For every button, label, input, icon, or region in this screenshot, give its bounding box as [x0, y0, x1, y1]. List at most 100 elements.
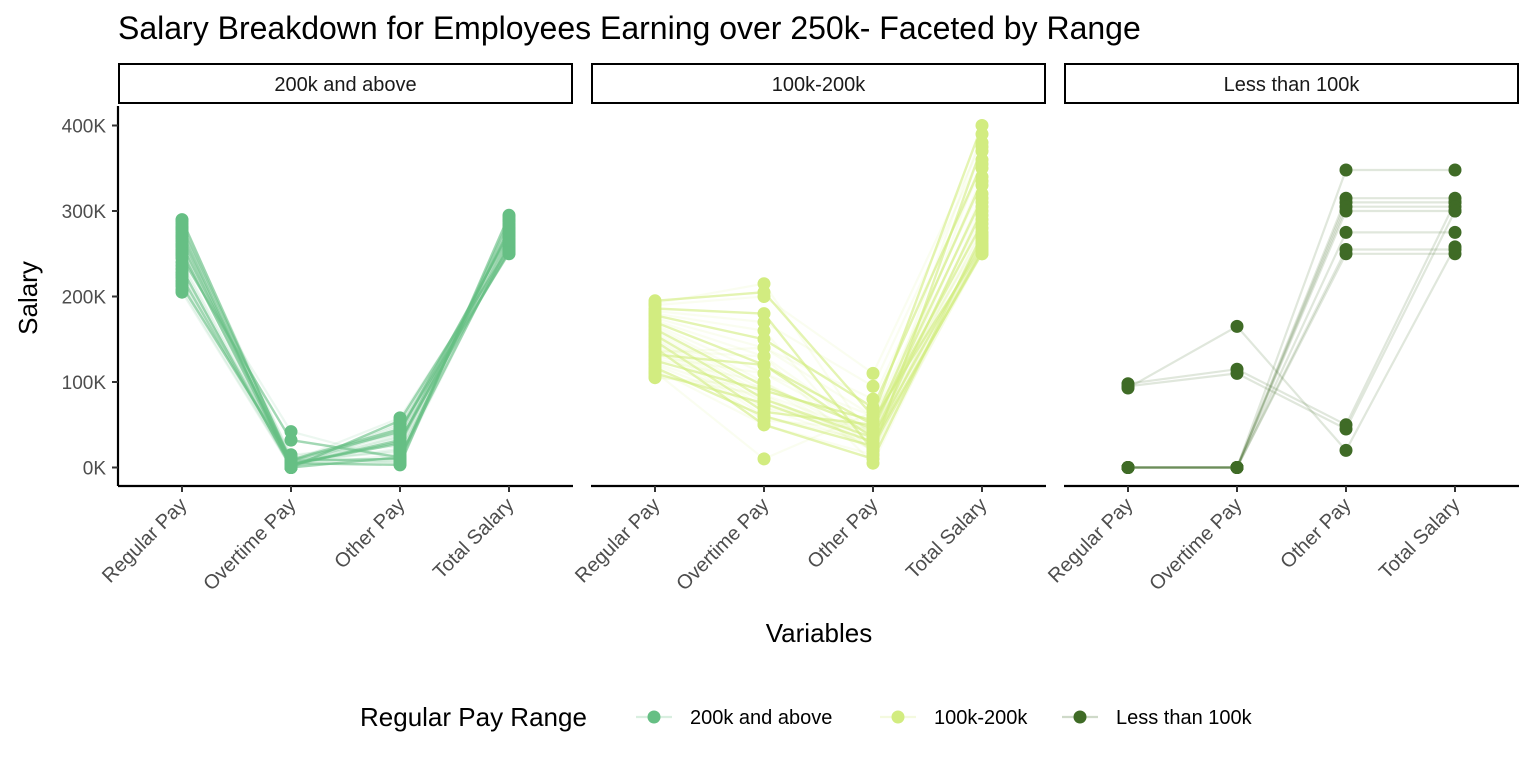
y-tick-label: 400K: [62, 117, 107, 138]
series-line: [654, 246, 984, 422]
data-point: [502, 247, 516, 261]
data-point: [175, 285, 189, 299]
y-tick-label: 100K: [62, 373, 107, 394]
data-point: [1339, 204, 1353, 218]
legend-key: [636, 710, 672, 724]
series-line: [654, 163, 984, 410]
facet-strip-label: 100k-200k: [772, 74, 866, 96]
facet-strip: [1064, 63, 1519, 104]
series-line: [1128, 201, 1455, 469]
legend-point: [891, 710, 905, 724]
data-point: [866, 443, 880, 457]
legend: Regular Pay Range 200k and above 100k-200…: [360, 702, 1253, 732]
series-line: [654, 250, 983, 456]
facet-panel: Less than 100k Regular Pay Overtime Pay Oth…: [1044, 63, 1519, 595]
x-tick-label: Other Pay: [1276, 494, 1355, 573]
data-point: [1230, 461, 1244, 474]
x-tick-label: Total Salary: [1375, 494, 1464, 583]
facet-strip: [591, 63, 1046, 104]
data-point: [284, 433, 298, 447]
data-point: [1448, 243, 1462, 256]
series-lines: [180, 214, 511, 470]
data-point: [393, 423, 407, 437]
series-line: [654, 146, 984, 453]
data-point: [648, 371, 662, 385]
data-point: [757, 379, 771, 393]
series-line: [654, 231, 983, 431]
data-point: [866, 405, 880, 419]
data-point: [866, 379, 880, 393]
legend-label: Less than 100k: [1116, 707, 1253, 729]
data-point: [866, 426, 880, 440]
series-line: [1128, 252, 1455, 469]
legend-point: [647, 710, 661, 724]
data-point: [1230, 319, 1244, 333]
legend-title: Regular Pay Range: [360, 702, 587, 732]
x-tick-label: Overtime Pay: [672, 494, 773, 595]
data-point: [284, 461, 298, 474]
series-line: [1127, 201, 1456, 427]
series-line: [654, 159, 984, 457]
series-line: [654, 193, 984, 444]
facet-panel: 100k-200k Regular Pay Overtime Pay Other Pa…: [571, 63, 1046, 595]
legend-key: [880, 710, 916, 724]
data-point: [1448, 225, 1462, 239]
data-point: [1448, 163, 1462, 177]
series-points: [1121, 163, 1462, 474]
legend-key: [1062, 710, 1098, 724]
data-point: [866, 366, 880, 380]
y-tick-label: 300K: [62, 202, 107, 223]
series-line: [654, 240, 984, 440]
series-lines: [1127, 168, 1456, 469]
data-point: [1121, 381, 1135, 395]
data-point: [757, 277, 771, 291]
x-tick-label: Other Pay: [330, 494, 409, 573]
series-line: [1128, 231, 1455, 469]
series-lines: [654, 125, 984, 466]
series-line: [180, 242, 511, 459]
x-tick-label: Total Salary: [902, 494, 991, 583]
facet-strip-label: 200k and above: [274, 74, 416, 96]
x-tick-label: Other Pay: [803, 494, 882, 573]
data-point: [1230, 366, 1244, 380]
series-line: [654, 197, 984, 431]
facet-strip-label: Less than 100k: [1224, 74, 1361, 96]
series-line: [1127, 246, 1456, 453]
x-tick-label: Overtime Pay: [199, 494, 300, 595]
series-line: [1128, 197, 1455, 469]
y-tick-label: 200K: [62, 288, 107, 309]
x-tick-label: Regular Pay: [1044, 494, 1137, 587]
data-point: [1339, 163, 1353, 177]
legend-point: [1073, 710, 1087, 724]
data-point: [757, 452, 771, 466]
x-axis-title: Variables: [766, 618, 872, 648]
facet-strip: [118, 63, 573, 104]
legend-label: 100k-200k: [934, 707, 1028, 729]
series-points: [175, 208, 516, 474]
data-point: [975, 247, 989, 261]
data-point: [1339, 225, 1353, 239]
legend-label: 200k and above: [690, 707, 832, 729]
x-tick-label: Regular Pay: [98, 494, 191, 587]
facet-panel: 200k and above 0K 100K 200K 300K 400K Regular …: [62, 63, 573, 595]
data-point: [866, 392, 880, 406]
series-line: [180, 252, 511, 462]
y-tick-label: 0K: [83, 459, 107, 480]
series-line: [654, 125, 984, 419]
series-line: [654, 142, 983, 376]
data-point: [1339, 443, 1353, 457]
data-point: [1339, 243, 1353, 256]
series-line: [1128, 209, 1455, 469]
data-point: [1121, 461, 1135, 474]
series-line: [1128, 168, 1455, 469]
facets: 200k and above 0K 100K 200K 300K 400K Regular …: [62, 63, 1519, 595]
x-tick-label: Total Salary: [429, 494, 518, 583]
data-point: [757, 290, 771, 303]
series-line: [1127, 210, 1456, 431]
series-points: [648, 119, 989, 470]
series-line: [181, 243, 510, 459]
y-axis-title: Salary: [13, 261, 43, 335]
series-line: [654, 180, 984, 427]
series-line: [1128, 248, 1455, 469]
x-tick-label: Regular Pay: [571, 494, 664, 587]
